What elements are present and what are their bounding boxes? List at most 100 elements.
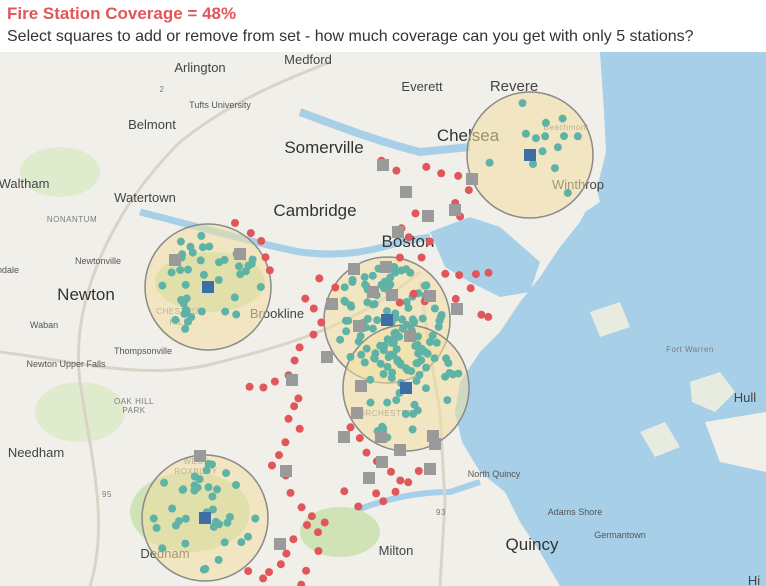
incident-point: [171, 315, 180, 324]
fire-station-square[interactable]: [274, 538, 286, 550]
island: [590, 302, 630, 337]
fire-station-square[interactable]: [404, 330, 416, 342]
selected-fire-station-square[interactable]: [524, 149, 536, 161]
fire-station-square[interactable]: [427, 430, 439, 442]
incident-point: [205, 242, 214, 251]
incident-point: [363, 314, 372, 323]
incident-point: [231, 219, 239, 227]
fire-station-square[interactable]: [280, 465, 292, 477]
selected-fire-station-square[interactable]: [381, 314, 393, 326]
place-label: Milton: [379, 543, 414, 558]
fire-station-square[interactable]: [466, 173, 478, 185]
fire-station-square[interactable]: [392, 226, 404, 238]
fire-station-square[interactable]: [286, 374, 298, 386]
fire-station-square[interactable]: [353, 320, 365, 332]
incident-point: [204, 483, 213, 492]
fire-station-square[interactable]: [363, 472, 375, 484]
incident-point: [347, 302, 356, 311]
incident-point: [179, 299, 188, 308]
incident-point: [412, 359, 421, 368]
incident-point: [346, 423, 355, 432]
incident-point: [354, 502, 363, 511]
fire-station-square[interactable]: [449, 204, 461, 216]
incident-point: [340, 487, 349, 496]
incident-point: [232, 310, 241, 319]
selected-fire-station-square[interactable]: [199, 512, 211, 524]
fire-station-square[interactable]: [351, 407, 363, 419]
place-label: Belmont: [128, 117, 176, 132]
fire-station-square[interactable]: [422, 210, 434, 222]
incident-point: [466, 284, 475, 293]
incident-point: [220, 255, 229, 264]
incident-point: [276, 560, 285, 569]
fire-station-square[interactable]: [394, 444, 406, 456]
fire-station-square[interactable]: [355, 380, 367, 392]
incident-point: [188, 248, 197, 257]
incident-point: [265, 568, 273, 577]
incident-point: [422, 162, 431, 171]
incident-point: [244, 567, 253, 576]
incident-point: [286, 488, 295, 497]
incident-point: [184, 265, 192, 274]
selected-fire-station-square[interactable]: [400, 382, 412, 394]
incident-point: [270, 377, 279, 386]
fire-station-square[interactable]: [348, 263, 360, 275]
incident-point: [251, 514, 260, 523]
fire-station-square[interactable]: [375, 431, 387, 443]
place-label: Fort Warren: [666, 345, 714, 354]
incident-point: [393, 357, 402, 366]
incident-point: [420, 281, 429, 290]
incident-point: [197, 307, 206, 316]
incident-point: [348, 278, 357, 286]
incident-point: [518, 99, 527, 108]
coverage-map[interactable]: Medford Arlington Everett Revere Tufts Unive…: [0, 52, 766, 586]
incident-point: [214, 555, 223, 564]
fire-station-square[interactable]: [376, 456, 388, 468]
fire-station-square[interactable]: [424, 463, 436, 475]
incident-point: [392, 396, 401, 405]
incident-point: [246, 229, 255, 238]
fire-station-square[interactable]: [451, 303, 463, 315]
fire-station-square[interactable]: [234, 248, 246, 260]
park: [300, 507, 380, 557]
incident-point: [402, 265, 411, 274]
incident-point: [259, 383, 268, 392]
fire-station-square[interactable]: [169, 254, 181, 266]
incident-point: [309, 304, 318, 313]
incident-point: [402, 364, 411, 373]
incident-point: [193, 483, 202, 492]
incident-point: [314, 528, 322, 537]
incident-point: [384, 282, 393, 291]
incident-point: [248, 255, 257, 264]
fire-station-square[interactable]: [321, 351, 333, 363]
fire-station-square[interactable]: [338, 431, 350, 443]
place-label: Tufts University: [189, 100, 251, 110]
fire-station-square[interactable]: [400, 186, 412, 198]
incident-point: [396, 476, 405, 485]
incident-point: [395, 332, 404, 341]
incident-point: [372, 489, 381, 498]
incident-point: [237, 538, 246, 547]
incident-point: [432, 338, 441, 347]
selected-fire-station-square[interactable]: [202, 281, 214, 293]
incident-point: [366, 375, 375, 384]
incident-point: [340, 296, 349, 305]
incident-point: [176, 266, 185, 275]
fire-station-square[interactable]: [377, 159, 389, 171]
fire-station-square[interactable]: [424, 290, 436, 302]
fire-station-square[interactable]: [386, 289, 398, 301]
fire-station-square[interactable]: [194, 450, 206, 462]
incident-point: [336, 335, 345, 344]
incident-point: [373, 316, 382, 325]
fire-station-square[interactable]: [326, 298, 338, 310]
incident-point: [257, 237, 266, 245]
place-label: Hull: [734, 390, 757, 405]
fire-stations[interactable]: [169, 149, 536, 550]
fire-station-square[interactable]: [367, 286, 379, 298]
place-label: Hi: [748, 573, 760, 586]
incident-point: [425, 237, 434, 246]
place-label: Newtonville: [75, 256, 121, 266]
fire-station-square[interactable]: [380, 261, 392, 273]
incident-point: [259, 574, 268, 583]
incident-point: [281, 438, 290, 447]
